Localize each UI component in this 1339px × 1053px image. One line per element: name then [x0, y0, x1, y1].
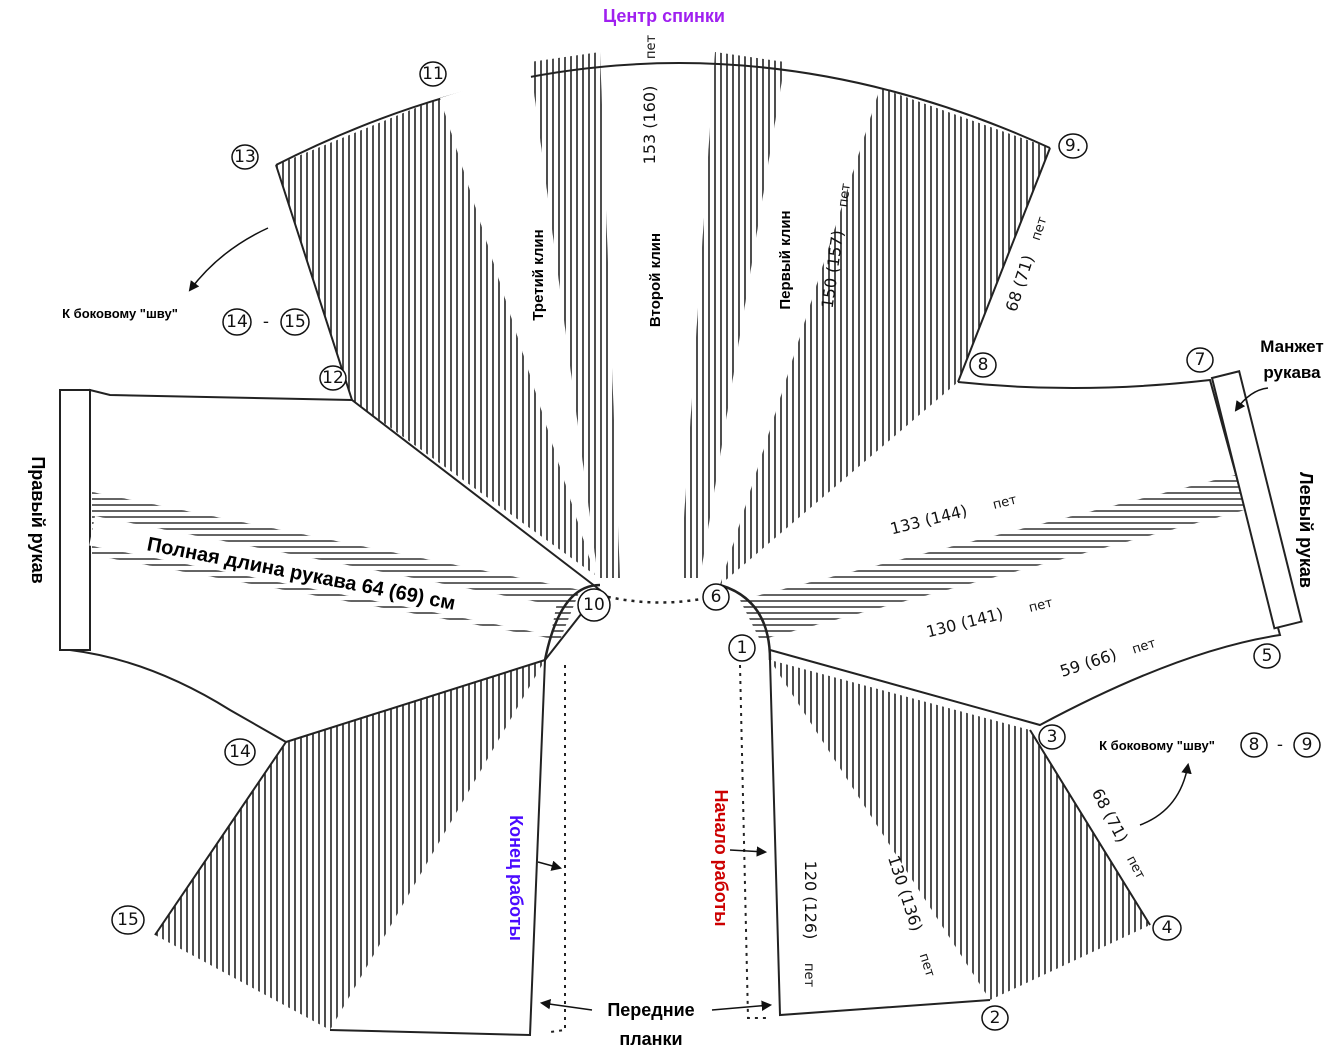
svg-text:пет: пет	[644, 35, 659, 59]
point-marker	[1038, 724, 1066, 750]
svg-text:пет: пет	[836, 182, 854, 208]
side-seam-left-b: 15	[284, 312, 306, 332]
point-9: 9.	[1065, 136, 1081, 156]
point-8: 8	[978, 355, 989, 375]
point-marker	[728, 634, 756, 662]
first-wedge-label: Первый клин	[777, 210, 794, 309]
front-bands-right-arrow	[711, 1000, 773, 1011]
point-markers	[111, 61, 1321, 1031]
svg-text:пет: пет	[1130, 636, 1158, 658]
count-left-sleeve-bottom: 130 (141) пет	[924, 595, 1055, 641]
point-marker	[111, 905, 145, 935]
work-end-arrow	[537, 860, 563, 871]
work-start-arrow	[729, 846, 768, 857]
point-5: 5	[1262, 646, 1273, 666]
point-marker	[231, 144, 259, 170]
left-sleeve-piece	[740, 370, 1303, 727]
point-marker	[981, 1005, 1009, 1031]
second-wedge-label: Второй клин	[647, 233, 664, 327]
point-marker	[969, 352, 997, 378]
right-sleeve-piece	[59, 388, 602, 744]
third-wedge	[276, 70, 600, 575]
diagram-title: Центр спинки	[603, 6, 725, 26]
svg-text:пет: пет	[801, 963, 816, 987]
point-13: 13	[234, 147, 256, 167]
count-front-right: 120 (126) пет	[801, 861, 820, 988]
point-marker	[1058, 133, 1088, 159]
cuff-label-line2: рукава	[1263, 363, 1321, 382]
count-second-wedge: 153 (160) пет	[640, 35, 659, 165]
point-marker	[419, 61, 447, 87]
count-left-sleeve-edge: 59 (66) пет	[1058, 636, 1159, 681]
side-seam-right-label: К боковому "шву"	[1099, 738, 1215, 753]
point-12: 12	[322, 368, 344, 388]
point-14: 14	[229, 742, 251, 762]
side-seam-right-dash: -	[1277, 735, 1283, 755]
point-15: 15	[117, 910, 139, 930]
work-end-label: Конец работы	[506, 815, 526, 941]
svg-text:59 (66): 59 (66)	[1058, 645, 1119, 681]
front-bands-line1: Передние	[607, 1000, 694, 1020]
svg-text:пет: пет	[1123, 853, 1148, 882]
svg-text:пет: пет	[1029, 215, 1051, 243]
point-marker	[1253, 643, 1281, 669]
point-marker	[222, 308, 252, 336]
point-11: 11	[422, 64, 444, 84]
front-bands-line2: планки	[619, 1029, 682, 1049]
point-marker	[577, 588, 611, 622]
side-seam-left-dash: -	[263, 312, 269, 332]
point-6: 6	[711, 587, 722, 607]
right-front-panel	[769, 659, 1151, 1017]
right-sleeve-label: Правый рукав	[28, 456, 48, 583]
point-labels: 11 13 12 9. 8 7 5 3 4 2 14 15 10 6 1	[117, 64, 1272, 1028]
point-1: 1	[737, 638, 748, 658]
neck-opening	[543, 583, 772, 1033]
side-seam-left-arrow	[188, 227, 269, 292]
cuff-label-line1: Манжет	[1260, 337, 1323, 356]
cuff-arrow	[1234, 387, 1269, 412]
point-2: 2	[990, 1008, 1001, 1028]
third-wedge-label: Третий клин	[530, 229, 547, 320]
point-3: 3	[1047, 727, 1058, 747]
point-marker	[1293, 732, 1321, 758]
point-10: 10	[583, 595, 605, 615]
point-7: 7	[1195, 350, 1206, 370]
svg-text:пет: пет	[1027, 595, 1054, 615]
point-marker	[1240, 732, 1268, 758]
side-seam-left-label: К боковому "шву"	[62, 306, 178, 321]
side-seam-left-a: 14	[226, 312, 248, 332]
svg-text:пет: пет	[916, 951, 938, 979]
second-wedge	[530, 52, 785, 578]
side-seam-right-arrow	[1139, 762, 1192, 826]
work-start-label: Начало работы	[711, 789, 731, 926]
left-front-panel	[154, 659, 546, 1037]
svg-text:133 (144): 133 (144)	[888, 501, 969, 538]
svg-text:68 (71): 68 (71)	[1002, 253, 1038, 314]
first-wedge	[720, 88, 1050, 585]
front-bands-left-arrow	[539, 998, 593, 1011]
left-sleeve-label: Левый рукав	[1296, 472, 1316, 588]
point-marker	[1186, 347, 1214, 373]
svg-text:пет: пет	[991, 492, 1018, 512]
svg-text:130 (141): 130 (141)	[924, 604, 1005, 641]
side-seam-right-b: 9	[1302, 735, 1313, 755]
point-marker	[702, 583, 730, 611]
point-marker	[280, 308, 310, 336]
point-marker	[319, 365, 347, 391]
count-left-sleeve-top: 133 (144) пет	[888, 492, 1019, 538]
point-4: 4	[1162, 918, 1173, 938]
side-seam-right-a: 8	[1249, 735, 1260, 755]
svg-text:153 (160): 153 (160)	[640, 86, 659, 165]
point-marker	[224, 738, 256, 766]
point-marker	[1152, 915, 1182, 941]
svg-text:120 (126): 120 (126)	[801, 861, 820, 940]
